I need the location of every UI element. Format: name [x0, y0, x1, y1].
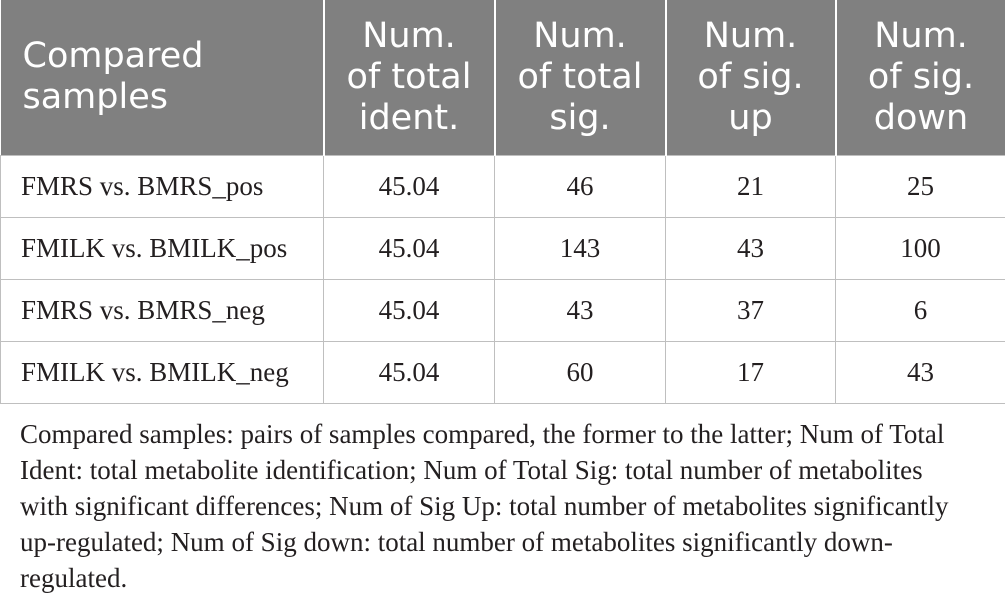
header-line: Num.	[703, 15, 798, 56]
table-row: FMRS vs. BMRS_neg 45.04 43 37 6	[0, 278, 1005, 342]
column-header-sig-up: Num. of sig. up	[665, 0, 837, 155]
sig-down-cell: 25	[835, 154, 1005, 218]
header-line: of total	[346, 56, 472, 97]
total-ident-cell: 45.04	[323, 216, 495, 280]
table-row: FMILK vs. BMILK_neg 45.04 60 17 43	[0, 340, 1005, 404]
footnote-line: Compared samples: pairs of samples compa…	[20, 419, 945, 449]
sig-down-cell: 43	[835, 340, 1005, 404]
footnote-line: up-regulated; Num of Sig down: total num…	[20, 527, 893, 557]
sample-pair-cell: FMRS vs. BMRS_neg	[0, 278, 324, 342]
sig-down-cell: 100	[835, 216, 1005, 280]
table-footnote: Compared samples: pairs of samples compa…	[20, 416, 949, 596]
total-ident-cell: 45.04	[323, 340, 495, 404]
sig-up-cell: 17	[665, 340, 836, 404]
header-line: of sig.	[867, 56, 975, 97]
column-header-total-ident: Num. of total ident.	[323, 0, 496, 155]
footnote-line: with significant differences; Num of Sig…	[20, 491, 949, 521]
header-line: Num.	[362, 15, 456, 56]
total-sig-cell: 143	[494, 216, 666, 280]
header-line: ident.	[358, 97, 460, 138]
sig-up-cell: 43	[665, 216, 836, 280]
sig-up-cell: 21	[665, 154, 836, 218]
footnote-line: Ident: total metabolite identification; …	[20, 455, 923, 485]
header-line: Num.	[533, 15, 627, 56]
footnote-line: regulated.	[20, 563, 128, 593]
table-row: FMRS vs. BMRS_pos 45.04 46 21 25	[0, 154, 1005, 218]
sample-pair-cell: FMILK vs. BMILK_pos	[0, 216, 324, 280]
total-ident-cell: 45.04	[323, 278, 495, 342]
header-line: of sig.	[697, 56, 804, 97]
total-sig-cell: 46	[494, 154, 666, 218]
total-ident-cell: 45.04	[323, 154, 495, 218]
header-line: up	[728, 97, 773, 138]
sig-up-cell: 37	[665, 278, 836, 342]
header-line: samples	[22, 77, 169, 118]
sample-pair-cell: FMRS vs. BMRS_pos	[0, 154, 324, 218]
total-sig-cell: 60	[494, 340, 666, 404]
column-header-total-sig: Num. of total sig.	[494, 0, 667, 155]
header-line: of total	[517, 56, 643, 97]
sig-down-cell: 6	[835, 278, 1005, 342]
header-line: down	[873, 97, 969, 138]
header-line: Num.	[874, 15, 968, 56]
header-line: Compared	[22, 36, 204, 77]
sample-pair-cell: FMILK vs. BMILK_neg	[0, 340, 324, 404]
table-row: FMILK vs. BMILK_pos 45.04 143 43 100	[0, 216, 1005, 280]
column-header-compared-samples: Compared samples	[0, 0, 325, 155]
column-header-sig-down: Num. of sig. down	[835, 0, 1005, 155]
header-row: Compared samples Num. of total ident. Nu…	[0, 0, 1005, 155]
total-sig-cell: 43	[494, 278, 666, 342]
header-line: sig.	[549, 97, 611, 138]
metabolite-comparison-table: Compared samples Num. of total ident. Nu…	[0, 0, 1005, 404]
